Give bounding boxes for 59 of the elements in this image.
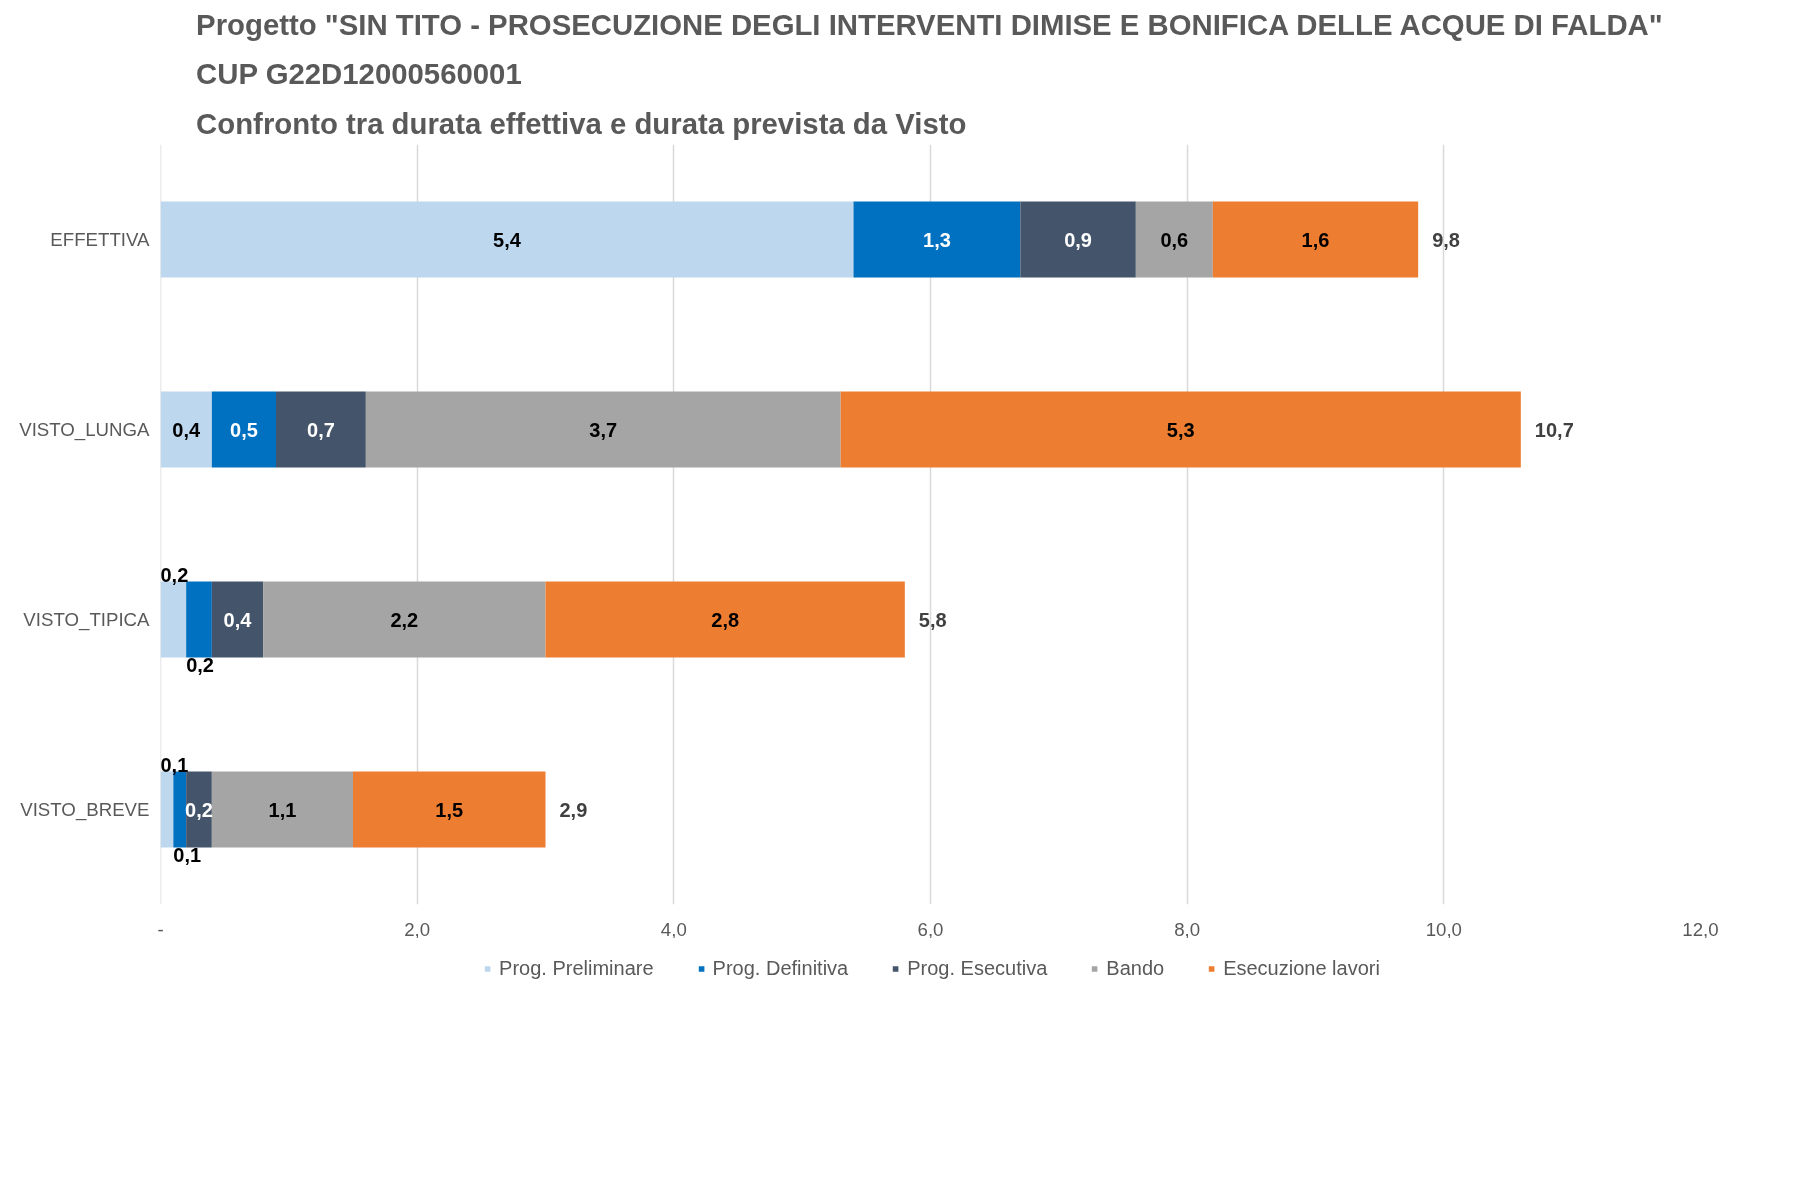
data-label: 0,1	[173, 843, 202, 866]
legend-label: Prog. Esecutiva	[907, 956, 1048, 980]
total-label: 2,9	[559, 798, 588, 821]
legend-label: Prog. Definitiva	[712, 956, 849, 980]
legend-label: Bando	[1106, 956, 1165, 980]
x-tick-label: 12,0	[1682, 918, 1719, 940]
bar	[160, 391, 212, 468]
bar	[365, 391, 841, 468]
data-label: 5,3	[1166, 418, 1195, 441]
data-label: 3,7	[589, 418, 618, 441]
data-label: 0,6	[1160, 228, 1189, 251]
bar	[545, 581, 905, 658]
data-label: 0,2	[186, 653, 214, 676]
total-label: 5,8	[918, 608, 947, 631]
y-tick-label: VISTO_TIPICA	[23, 609, 151, 631]
bar	[1020, 201, 1136, 278]
x-tick-label: 4,0	[660, 918, 687, 940]
data-label: 0,4	[223, 608, 253, 631]
data-label: 0,7	[307, 418, 335, 441]
total-label: 10,7	[1534, 418, 1574, 441]
bar	[211, 771, 353, 848]
legend-label: Prog. Preliminare	[499, 956, 654, 980]
bar	[353, 771, 546, 848]
data-label: 0,4	[172, 418, 201, 441]
data-label: 0,2	[185, 798, 213, 821]
data-label: 5,4	[493, 228, 522, 251]
bar	[186, 771, 212, 848]
data-label: 0,1	[160, 753, 189, 776]
x-tick-label: 2,0	[404, 918, 431, 940]
x-tick-label: -	[157, 918, 164, 940]
chart-title: Progetto "SIN TITO - PROSECUZIONE DEGLI INTERVENTI DIMISE E BONIFICA DELLE ACQUE DI FALDA"	[196, 7, 1663, 41]
bar	[263, 581, 546, 658]
data-label: 0,2	[160, 563, 189, 586]
bar	[853, 201, 1021, 278]
bar	[211, 391, 276, 468]
data-label: 1,1	[268, 798, 297, 821]
total-label: 9,8	[1432, 228, 1460, 251]
y-tick-label: VISTO_BREVE	[20, 799, 150, 821]
chart-subtitle: CUP G22D12000560001 Confronto tra durata effettiva e durata prevista da Visto	[196, 57, 967, 140]
legend-label: Esecuzione lavori	[1223, 956, 1380, 980]
data-label: 0,9	[1064, 228, 1092, 251]
bar	[276, 391, 366, 468]
x-tick-label: 10,0	[1425, 918, 1462, 940]
y-tick-label: VISTO_LUNGA	[19, 419, 151, 441]
bar	[186, 581, 212, 658]
data-label: 2,2	[390, 608, 419, 631]
x-tick-label: 6,0	[917, 918, 944, 940]
bar	[160, 201, 854, 278]
bar	[1135, 201, 1213, 278]
data-label: 0,5	[230, 418, 258, 441]
bar	[1212, 201, 1419, 278]
data-label: 1,3	[923, 228, 951, 251]
data-label: 1,6	[1301, 228, 1330, 251]
data-label: 2,8	[711, 608, 740, 631]
data-label: 1,5	[435, 798, 464, 821]
y-tick-label: EFFETTIVA	[50, 229, 151, 250]
bar	[211, 581, 264, 658]
x-tick-label: 8,0	[1174, 918, 1201, 940]
bar	[840, 391, 1521, 468]
